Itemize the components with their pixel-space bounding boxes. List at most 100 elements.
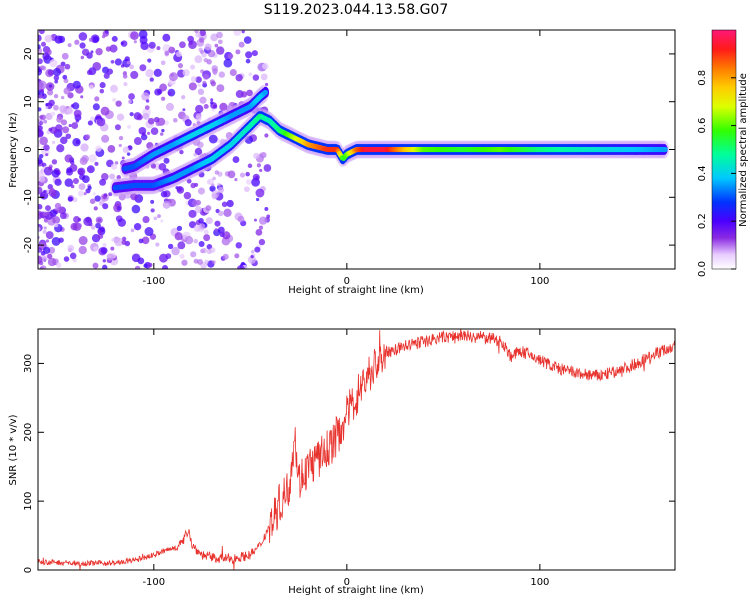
noise-speckle [150, 163, 156, 169]
noise-speckle [100, 247, 108, 255]
noise-speckle [243, 186, 250, 193]
noise-speckle [75, 119, 80, 123]
noise-speckle [114, 58, 122, 66]
noise-speckle [63, 78, 69, 84]
noise-speckle [104, 30, 109, 34]
noise-speckle [194, 30, 199, 34]
noise-speckle [81, 175, 90, 184]
noise-speckle [237, 215, 245, 223]
noise-speckle [197, 83, 201, 87]
noise-speckle [186, 178, 192, 184]
noise-speckle [240, 91, 248, 98]
noise-speckle [191, 199, 200, 207]
noise-speckle [122, 146, 130, 154]
noise-speckle [47, 257, 57, 267]
noise-speckle [90, 116, 95, 122]
noise-speckle [80, 143, 89, 152]
noise-speckle [202, 80, 207, 85]
noise-speckle [101, 134, 110, 143]
noise-speckle [147, 117, 155, 125]
noise-speckle [95, 222, 101, 229]
noise-speckle [78, 245, 87, 255]
noise-speckle [118, 143, 122, 148]
noise-speckle [141, 131, 146, 136]
noise-speckle [252, 173, 260, 181]
noise-speckle [64, 154, 73, 163]
noise-speckle [190, 76, 197, 82]
noise-speckle [127, 99, 132, 104]
noise-speckle [145, 68, 154, 78]
noise-speckle [260, 73, 268, 81]
noise-speckle [51, 159, 58, 165]
noise-speckle [179, 41, 186, 49]
noise-speckle [130, 70, 139, 80]
noise-speckle [218, 71, 226, 78]
noise-speckle [208, 134, 218, 144]
noise-speckle [243, 36, 252, 44]
noise-speckle [54, 79, 59, 84]
noise-speckle [66, 167, 73, 174]
noise-speckle [48, 99, 55, 107]
noise-speckle [256, 197, 260, 202]
noise-speckle [163, 157, 170, 164]
noise-speckle [245, 171, 250, 177]
noise-speckle [253, 152, 260, 159]
noise-speckle [107, 145, 116, 153]
noise-speckle [62, 74, 68, 80]
noise-speckle [102, 243, 107, 248]
noise-speckle [258, 225, 264, 230]
noise-speckle [194, 147, 203, 156]
noise-speckle [153, 216, 158, 221]
noise-speckle [47, 89, 54, 96]
noise-speckle [198, 217, 204, 224]
noise-speckle [48, 166, 52, 171]
noise-speckle [160, 219, 164, 223]
noise-speckle [44, 34, 53, 43]
noise-speckle [200, 69, 205, 74]
noise-speckle [133, 40, 137, 44]
noise-speckle [65, 133, 72, 140]
noise-speckle [211, 65, 218, 72]
noise-speckle [175, 51, 182, 58]
noise-speckle [195, 113, 202, 120]
noise-speckle [246, 89, 253, 97]
noise-speckle [235, 74, 243, 82]
noise-speckle [203, 234, 211, 242]
noise-speckle [190, 64, 196, 70]
noise-speckle [141, 92, 150, 101]
noise-speckle [210, 98, 214, 102]
noise-speckle [120, 40, 128, 47]
noise-speckle [188, 82, 197, 91]
noise-speckle [212, 176, 216, 181]
noise-speckle [110, 246, 115, 251]
noise-speckle [194, 206, 202, 214]
noise-speckle [158, 163, 167, 171]
noise-speckle [198, 47, 203, 53]
noise-speckle [144, 227, 154, 237]
noise-speckle [40, 41, 47, 47]
snr-xlabel: Height of straight line (km) [288, 585, 424, 596]
noise-speckle [252, 74, 260, 81]
noise-speckle [53, 104, 59, 111]
noise-speckle [206, 180, 211, 185]
track-core [662, 146, 668, 153]
noise-speckle [188, 40, 197, 50]
noise-speckle [229, 68, 237, 77]
noise-speckle [159, 132, 164, 136]
noise-speckle [255, 228, 263, 236]
noise-speckle [38, 204, 43, 210]
noise-speckle [103, 72, 110, 79]
noise-speckle [222, 231, 231, 240]
noise-speckle [78, 236, 88, 245]
noise-speckle [256, 163, 262, 168]
noise-speckle [214, 43, 219, 48]
noise-speckle [52, 216, 61, 225]
noise-speckle [72, 102, 80, 110]
noise-speckle [43, 189, 47, 194]
spectrogram-ylabel: Frequency (Hz) [8, 112, 19, 188]
noise-speckle [61, 52, 69, 60]
noise-speckle [109, 173, 116, 180]
noise-speckle [190, 251, 197, 258]
noise-speckle [45, 205, 51, 212]
